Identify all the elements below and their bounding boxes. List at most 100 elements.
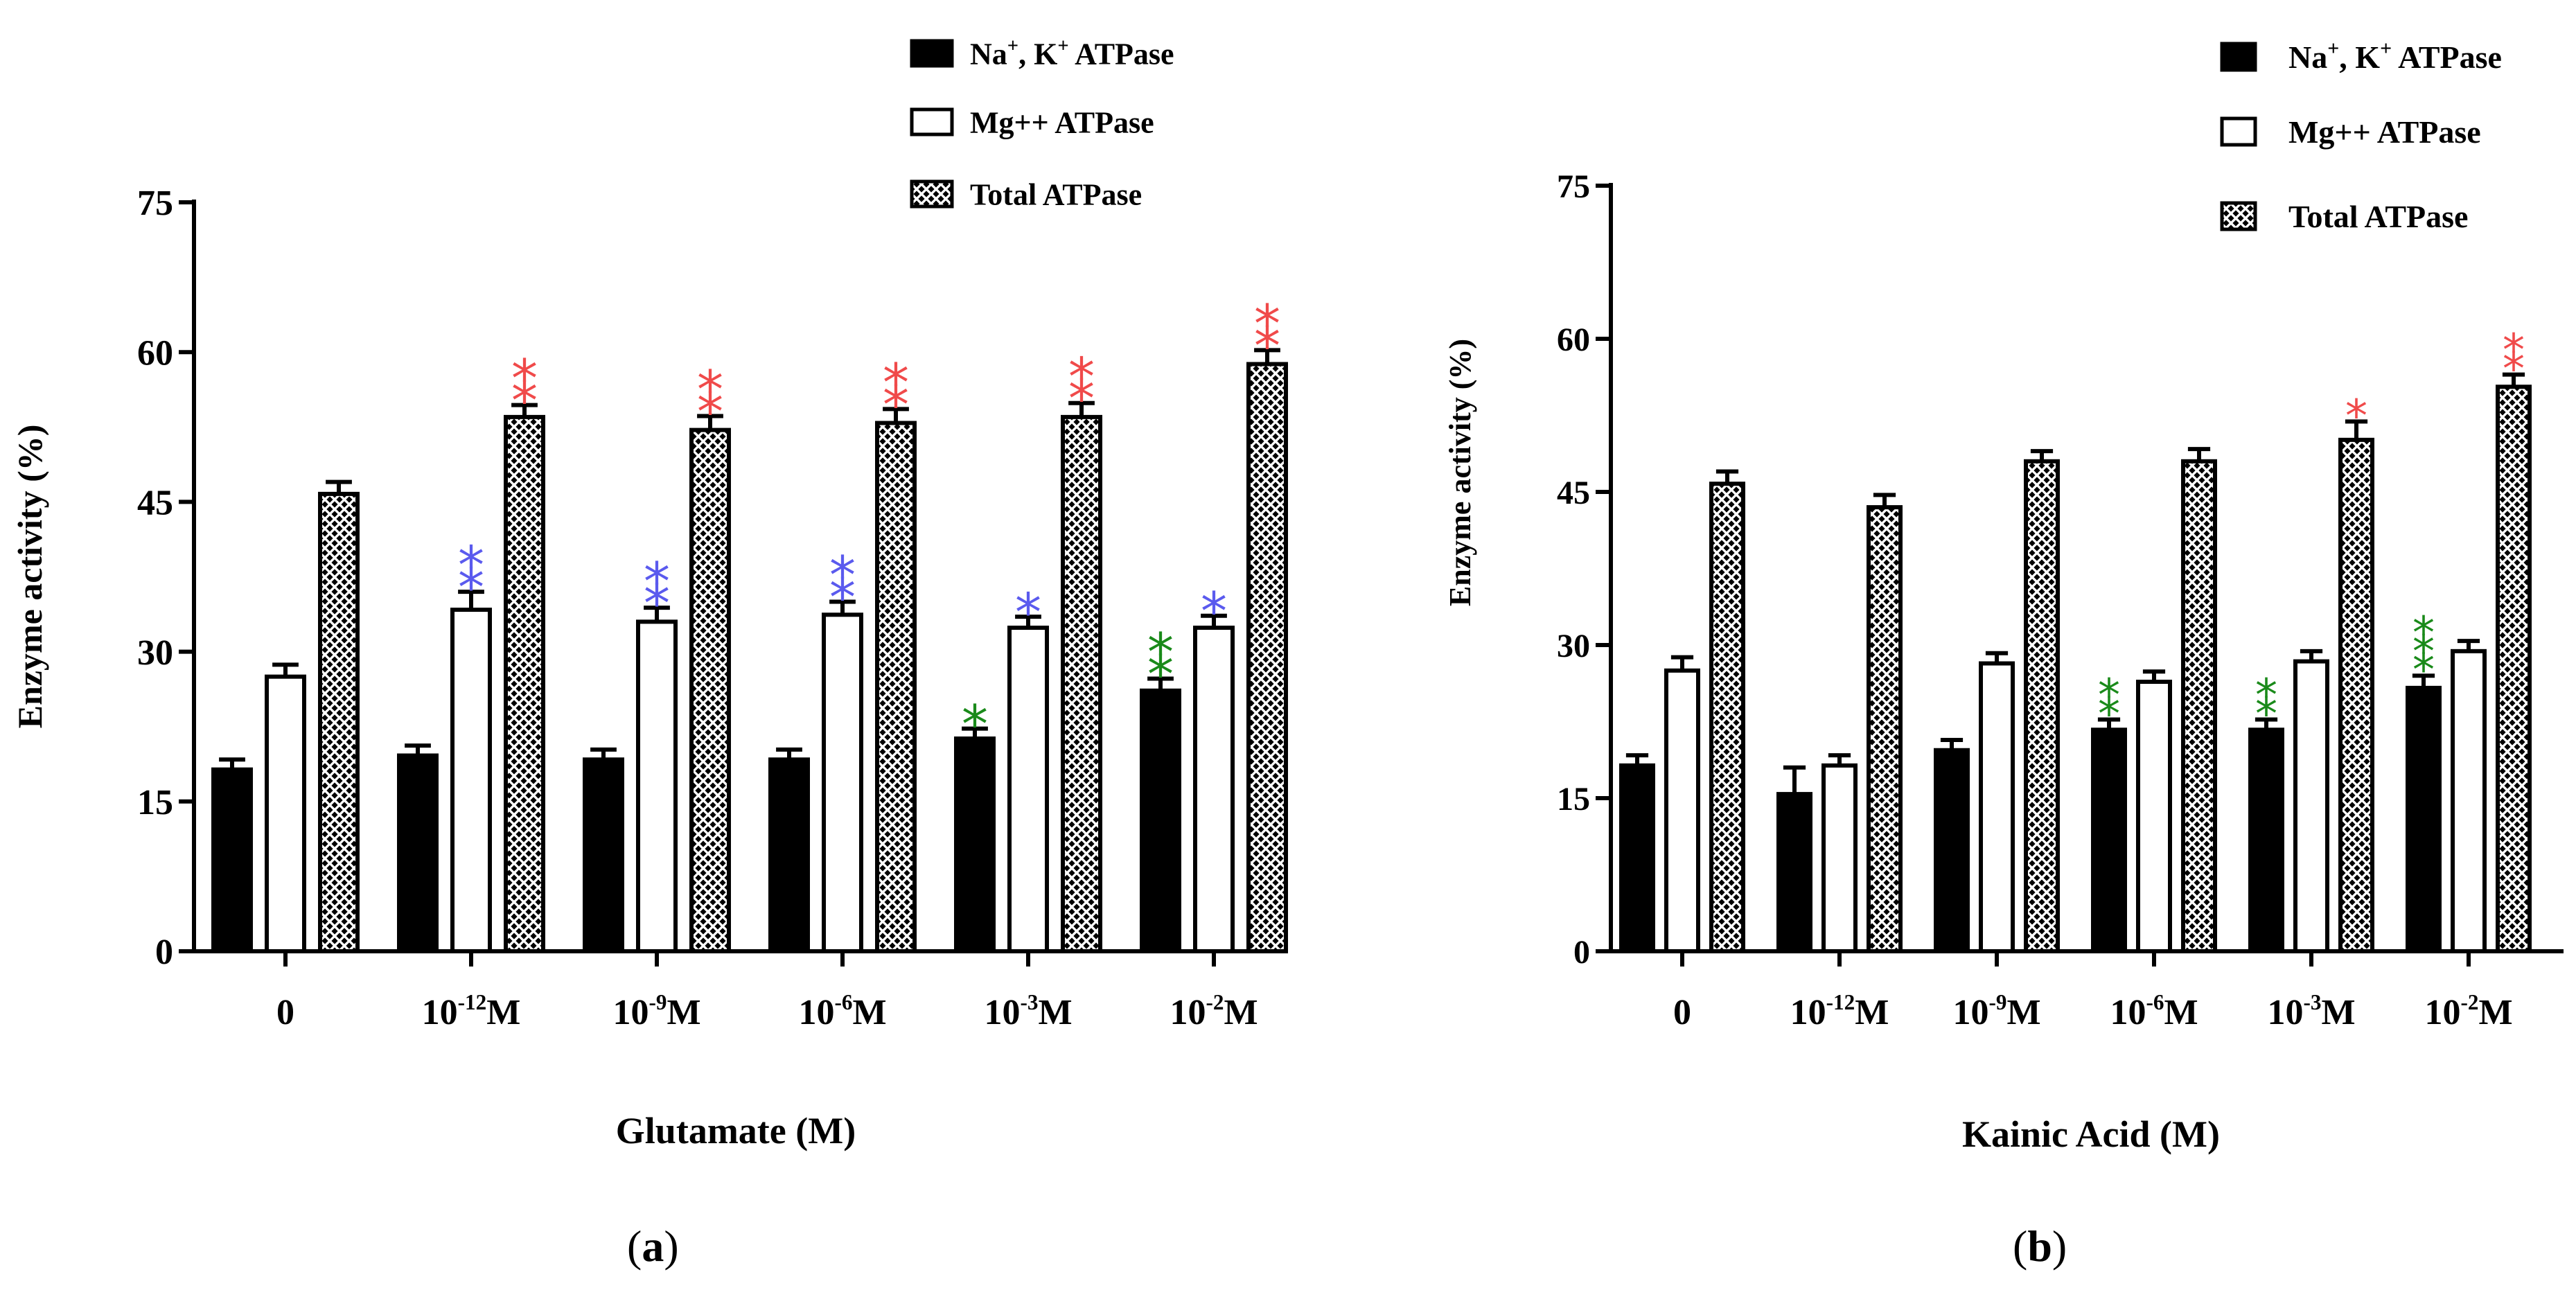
legend-swatch: [2220, 42, 2257, 72]
bar-mg: [2451, 648, 2487, 954]
x-tick-label: 10-6M: [2110, 990, 2198, 1032]
bar-mg: [450, 608, 492, 954]
y-tick-label: 30: [1557, 628, 1590, 664]
significance-mark: *: [829, 567, 856, 628]
significance-mark: *: [1015, 581, 1041, 643]
bar-mg: [1979, 661, 2015, 954]
x-tick-label: 10-6M: [798, 990, 886, 1032]
bar-na-k: [211, 767, 253, 954]
bar-mg: [822, 612, 863, 954]
significance-mark: *: [2412, 608, 2435, 659]
significance-mark: *: [1068, 368, 1095, 430]
significance-mark: *: [2255, 671, 2277, 722]
legend-swatch: [910, 107, 954, 136]
bar-total: [2496, 385, 2532, 953]
bar-total: [318, 491, 360, 953]
significance-mark: *: [2503, 344, 2525, 396]
y-tick-label: 60: [1557, 321, 1590, 358]
bar-total: [1061, 414, 1102, 953]
significance-mark: *: [2098, 689, 2120, 741]
significance-mark: *: [1254, 315, 1280, 376]
y-tick-label: 45: [137, 484, 173, 523]
bar-total: [504, 414, 545, 953]
significance-mark: *: [2503, 326, 2525, 377]
significance-mark: *: [697, 359, 723, 421]
bar-total: [1867, 505, 1903, 953]
significance-mark: *: [2412, 645, 2435, 696]
panel-label-a: (a): [627, 1221, 679, 1271]
significance-mark: *: [2098, 671, 2120, 722]
bar-mg: [2136, 680, 2172, 953]
legend-swatch: [2220, 116, 2257, 147]
significance-mark: *: [829, 545, 856, 606]
bar-total: [875, 421, 917, 953]
significance-mark: *: [697, 380, 723, 442]
y-tick-label: 45: [1557, 475, 1590, 511]
significance-mark: *: [2412, 626, 2435, 678]
significance-mark: *: [458, 534, 484, 596]
legend-swatch: [2220, 201, 2257, 231]
y-tick-label: 0: [1573, 934, 1590, 971]
bar-na-k: [2406, 685, 2442, 953]
significance-mark: *: [883, 351, 909, 413]
panel-label-b: (b): [2013, 1221, 2067, 1271]
bar-na-k: [768, 757, 810, 954]
bar-na-k: [1619, 763, 1655, 954]
significance-mark: *: [1254, 292, 1280, 354]
y-tick-label: 75: [137, 184, 173, 223]
y-axis-label: Enzyme activity (%): [1443, 339, 1477, 606]
significance-mark: *: [458, 556, 484, 618]
bar-mg: [2293, 659, 2329, 953]
chart-panel-b: 0 15 30 45 60 75 Enzyme activity (%) Kainic Aci…: [1443, 37, 2564, 1155]
x-tick-label: 10-9M: [1952, 990, 2040, 1032]
x-tick-label: 10-2M: [1170, 990, 1258, 1032]
legend-label: Na+, K+ ATPase: [970, 35, 1174, 71]
bar-na-k: [397, 753, 439, 953]
y-tick-label: 30: [137, 633, 173, 673]
y-tick-label: 0: [155, 933, 173, 972]
bar-total: [1246, 362, 1288, 953]
legend-label: Mg++ ATPase: [2288, 114, 2481, 150]
legend-swatch: [910, 179, 954, 209]
legend-swatch: [910, 39, 954, 68]
significance-mark: *: [1147, 621, 1174, 683]
significance-mark: *: [1147, 644, 1174, 705]
x-tick-label: 10-3M: [2267, 990, 2355, 1032]
significance-mark: *: [2345, 391, 2367, 442]
bar-mg: [1821, 763, 1858, 954]
significance-mark: *: [883, 373, 909, 435]
bar-na-k: [2091, 727, 2127, 953]
bar-na-k: [1934, 748, 1970, 953]
x-axis-label: Glutamate (M): [616, 1110, 856, 1152]
bar-mg: [1664, 668, 1700, 953]
bar-mg: [265, 674, 306, 954]
x-tick-label: 10-12M: [422, 990, 521, 1032]
bar-na-k: [583, 757, 624, 954]
x-tick-label: 10-12M: [1790, 990, 1889, 1032]
y-axis-label: Enzyme activity (%): [10, 425, 49, 729]
significance-mark: *: [962, 694, 988, 755]
significance-mark: *: [1068, 346, 1095, 407]
bar-mg: [636, 619, 678, 953]
legend-label: Total ATPase: [970, 177, 1142, 211]
significance-mark: *: [511, 370, 538, 432]
x-tick-label: 10-2M: [2424, 990, 2512, 1032]
x-axis-label: Kainic Acid (M): [1962, 1113, 2220, 1155]
bar-mg: [1193, 626, 1235, 953]
bar-na-k: [1776, 792, 1812, 954]
legend-label: Na+, K+ ATPase: [2288, 37, 2502, 75]
y-tick-label: 15: [1557, 781, 1590, 818]
significance-mark: *: [2255, 689, 2277, 741]
y-tick-label: 60: [137, 333, 173, 373]
x-tick-label: 10-3M: [984, 990, 1072, 1032]
bar-total: [2338, 437, 2374, 953]
bar-mg: [1007, 626, 1049, 953]
y-tick-label: 75: [1557, 168, 1590, 205]
bar-total: [689, 427, 731, 953]
y-tick-label: 15: [137, 783, 173, 822]
bar-total: [1709, 482, 1745, 953]
bar-na-k: [2248, 727, 2284, 953]
x-tick-label: 0: [276, 993, 294, 1032]
significance-mark: *: [644, 550, 670, 612]
